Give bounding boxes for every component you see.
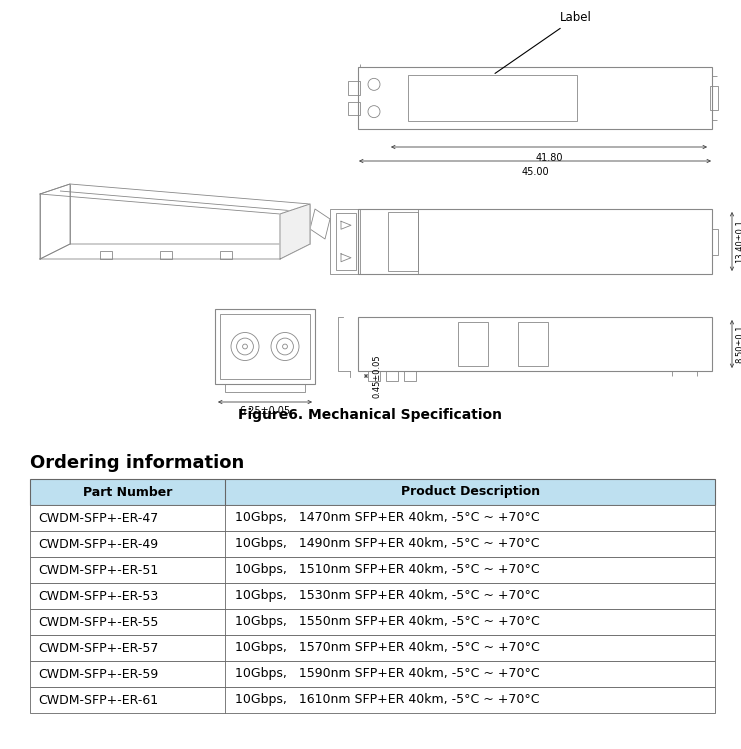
Bar bbox=[518, 322, 548, 366]
Bar bbox=[386, 371, 398, 381]
Text: 6.25±0.05: 6.25±0.05 bbox=[239, 406, 290, 416]
Bar bbox=[358, 317, 712, 371]
Bar bbox=[30, 661, 715, 687]
Text: 13.40±0.1: 13.40±0.1 bbox=[735, 219, 741, 264]
Bar bbox=[358, 209, 712, 274]
Bar bbox=[358, 67, 712, 129]
Text: CWDM-SFP+-ER-51: CWDM-SFP+-ER-51 bbox=[38, 563, 159, 577]
Polygon shape bbox=[40, 244, 310, 259]
Text: CWDM-SFP+-ER-47: CWDM-SFP+-ER-47 bbox=[38, 512, 159, 524]
Text: Label: Label bbox=[495, 11, 592, 73]
Text: 45.00: 45.00 bbox=[521, 167, 549, 177]
Text: 41.80: 41.80 bbox=[535, 153, 562, 163]
Text: Figure6. Mechanical Specification: Figure6. Mechanical Specification bbox=[239, 408, 502, 422]
Bar bbox=[330, 209, 360, 274]
Bar bbox=[348, 102, 360, 115]
Bar bbox=[30, 687, 715, 713]
Bar bbox=[160, 251, 172, 259]
Text: 0.45±0.05: 0.45±0.05 bbox=[372, 354, 381, 398]
Bar bbox=[348, 81, 360, 95]
Text: CWDM-SFP+-ER-59: CWDM-SFP+-ER-59 bbox=[38, 667, 159, 681]
Text: 8.50±0.1: 8.50±0.1 bbox=[735, 325, 741, 363]
Text: 10Gbps,   1550nm SFP+ER 40km, -5°C ~ +70°C: 10Gbps, 1550nm SFP+ER 40km, -5°C ~ +70°C bbox=[235, 616, 540, 628]
Text: 10Gbps,   1470nm SFP+ER 40km, -5°C ~ +70°C: 10Gbps, 1470nm SFP+ER 40km, -5°C ~ +70°C bbox=[235, 512, 540, 524]
Text: 10Gbps,   1490nm SFP+ER 40km, -5°C ~ +70°C: 10Gbps, 1490nm SFP+ER 40km, -5°C ~ +70°C bbox=[235, 538, 539, 551]
Bar bbox=[30, 479, 715, 505]
Polygon shape bbox=[280, 204, 310, 259]
Bar bbox=[30, 635, 715, 661]
Text: Ordering information: Ordering information bbox=[30, 454, 245, 472]
Polygon shape bbox=[40, 184, 70, 259]
Text: CWDM-SFP+-ER-61: CWDM-SFP+-ER-61 bbox=[38, 694, 158, 706]
Bar bbox=[368, 371, 380, 381]
Text: 10Gbps,   1530nm SFP+ER 40km, -5°C ~ +70°C: 10Gbps, 1530nm SFP+ER 40km, -5°C ~ +70°C bbox=[235, 589, 540, 602]
Text: 10Gbps,   1570nm SFP+ER 40km, -5°C ~ +70°C: 10Gbps, 1570nm SFP+ER 40km, -5°C ~ +70°C bbox=[235, 641, 540, 655]
Text: CWDM-SFP+-ER-49: CWDM-SFP+-ER-49 bbox=[38, 538, 158, 551]
Text: CWDM-SFP+-ER-57: CWDM-SFP+-ER-57 bbox=[38, 641, 159, 655]
Text: 10Gbps,   1590nm SFP+ER 40km, -5°C ~ +70°C: 10Gbps, 1590nm SFP+ER 40km, -5°C ~ +70°C bbox=[235, 667, 540, 681]
Text: Product Description: Product Description bbox=[401, 485, 539, 499]
Bar bbox=[287, 231, 299, 241]
Bar bbox=[215, 309, 315, 384]
Text: 10Gbps,   1610nm SFP+ER 40km, -5°C ~ +70°C: 10Gbps, 1610nm SFP+ER 40km, -5°C ~ +70°C bbox=[235, 694, 539, 706]
Text: Part Number: Part Number bbox=[83, 485, 173, 499]
Bar bbox=[220, 314, 310, 379]
Bar bbox=[458, 322, 488, 366]
Bar bbox=[30, 531, 715, 557]
Bar bbox=[388, 212, 418, 271]
Bar bbox=[408, 75, 577, 121]
Text: 10Gbps,   1510nm SFP+ER 40km, -5°C ~ +70°C: 10Gbps, 1510nm SFP+ER 40km, -5°C ~ +70°C bbox=[235, 563, 540, 577]
Bar bbox=[30, 557, 715, 583]
Bar bbox=[225, 384, 305, 392]
Bar bbox=[336, 213, 356, 270]
Polygon shape bbox=[40, 184, 310, 214]
Bar bbox=[30, 505, 715, 531]
Bar bbox=[404, 371, 416, 381]
Bar bbox=[710, 85, 718, 110]
Text: CWDM-SFP+-ER-53: CWDM-SFP+-ER-53 bbox=[38, 589, 159, 602]
Bar bbox=[287, 215, 299, 225]
Bar bbox=[712, 228, 718, 255]
Bar bbox=[220, 251, 232, 259]
Bar bbox=[30, 583, 715, 609]
Bar bbox=[100, 251, 112, 259]
Bar bbox=[30, 609, 715, 635]
Text: CWDM-SFP+-ER-55: CWDM-SFP+-ER-55 bbox=[38, 616, 159, 628]
